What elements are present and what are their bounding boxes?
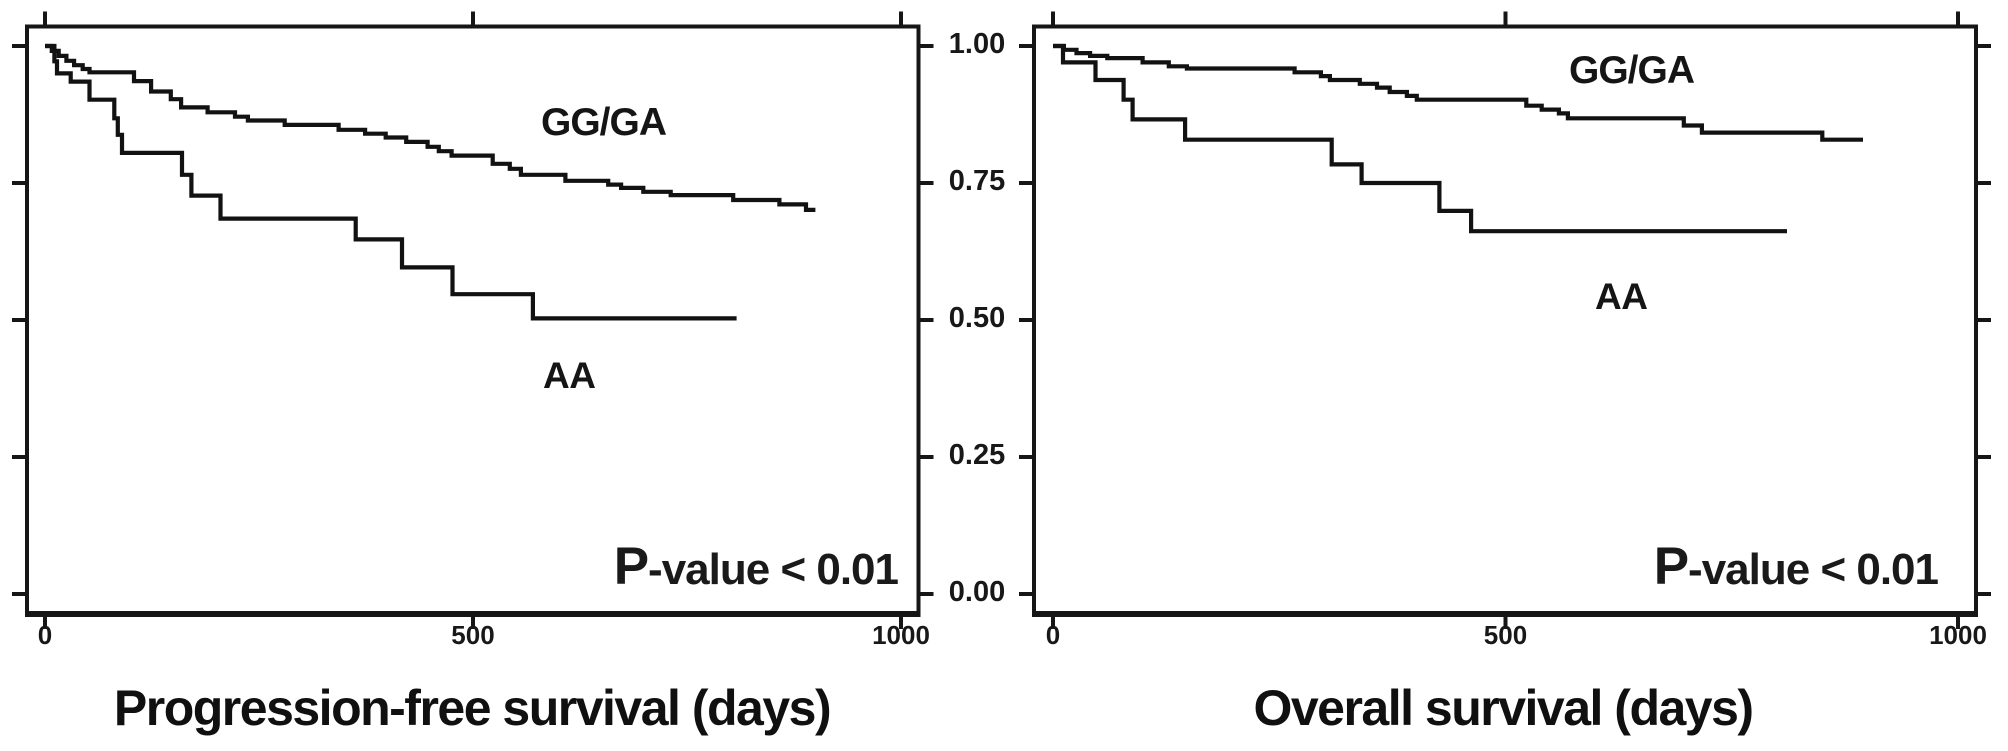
y-tick-label: 0.75: [948, 165, 1006, 197]
y-tick-label: 1.00: [948, 28, 1006, 60]
survival-curve-aa: [45, 43, 737, 321]
curve-label-aa-pfs: AA: [543, 355, 596, 396]
survival-curve-ggga: [1053, 43, 1863, 142]
x-tick-label: 0: [37, 620, 53, 650]
curve-label-ggga-os: GG/GA: [1569, 49, 1695, 92]
x-tick-label: 1000: [1929, 620, 1987, 650]
y-tick-label: 0.25: [948, 439, 1006, 471]
x-tick-label: 0: [1045, 620, 1061, 650]
x-axis-title-os: Overall survival (days): [1253, 680, 1754, 736]
survival-curve-ggga: [45, 43, 816, 212]
plot-frame: [1032, 24, 1978, 615]
y-tick-label: 0.00: [948, 576, 1006, 608]
p-value-prefix: P: [613, 537, 649, 596]
p-value-text: -value < 0.01: [1688, 545, 1939, 594]
curve-label-ggga-pfs: GG/GA: [541, 101, 667, 144]
x-tick-label: 500: [1483, 620, 1528, 650]
survival-curve-aa: [1053, 43, 1787, 234]
p-value-prefix: P: [1653, 537, 1689, 596]
x-axis-title-pfs: Progression-free survival (days): [113, 680, 832, 736]
p-value-text: -value < 0.01: [648, 545, 899, 594]
p-value-annotation-os: P-value < 0.01: [1598, 534, 1939, 600]
x-tick-label: 1000: [872, 620, 930, 650]
x-tick-label: 500: [451, 620, 495, 650]
curve-label-aa-os: AA: [1595, 276, 1648, 317]
plot-frame: [25, 24, 921, 615]
p-value-annotation-pfs: P-value < 0.01: [558, 534, 899, 600]
y-tick-label: 0.50: [948, 302, 1006, 334]
